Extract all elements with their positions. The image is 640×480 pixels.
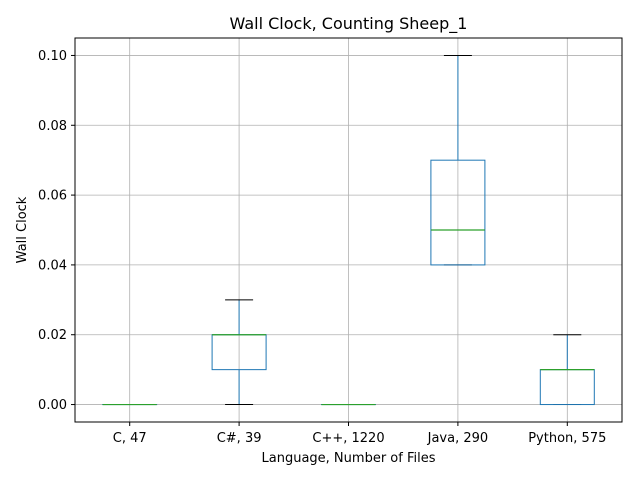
box-4 — [539, 334, 595, 406]
y-tick-label: 0.08 — [38, 119, 67, 134]
x-axis-label: Language, Number of Files — [262, 451, 436, 466]
x-tick-label: Python, 575 — [528, 431, 606, 446]
y-tick-label: 0.00 — [38, 398, 67, 413]
y-axis-label: Wall Clock — [15, 196, 30, 263]
y-tick-label: 0.02 — [38, 328, 67, 343]
ticks: 0.00 0.02 0.04 0.06 0.08 0.10 C, 47 C#, 39 C++, … — [38, 49, 606, 446]
x-tick-label: C, 47 — [113, 431, 147, 446]
y-tick-label: 0.10 — [38, 49, 67, 64]
x-tick-label: Java, 290 — [427, 431, 489, 446]
grid — [75, 38, 622, 422]
chart-title: Wall Clock, Counting Sheep_1 — [230, 14, 468, 34]
iqr-box — [430, 159, 486, 266]
boxes — [102, 54, 595, 406]
box-1 — [211, 299, 267, 406]
x-tick-label: C#, 39 — [217, 431, 262, 446]
x-tick-label: C++, 1220 — [312, 431, 384, 446]
y-tick-label: 0.04 — [38, 258, 67, 273]
y-tick-label: 0.06 — [38, 189, 67, 204]
box-3 — [430, 54, 486, 266]
